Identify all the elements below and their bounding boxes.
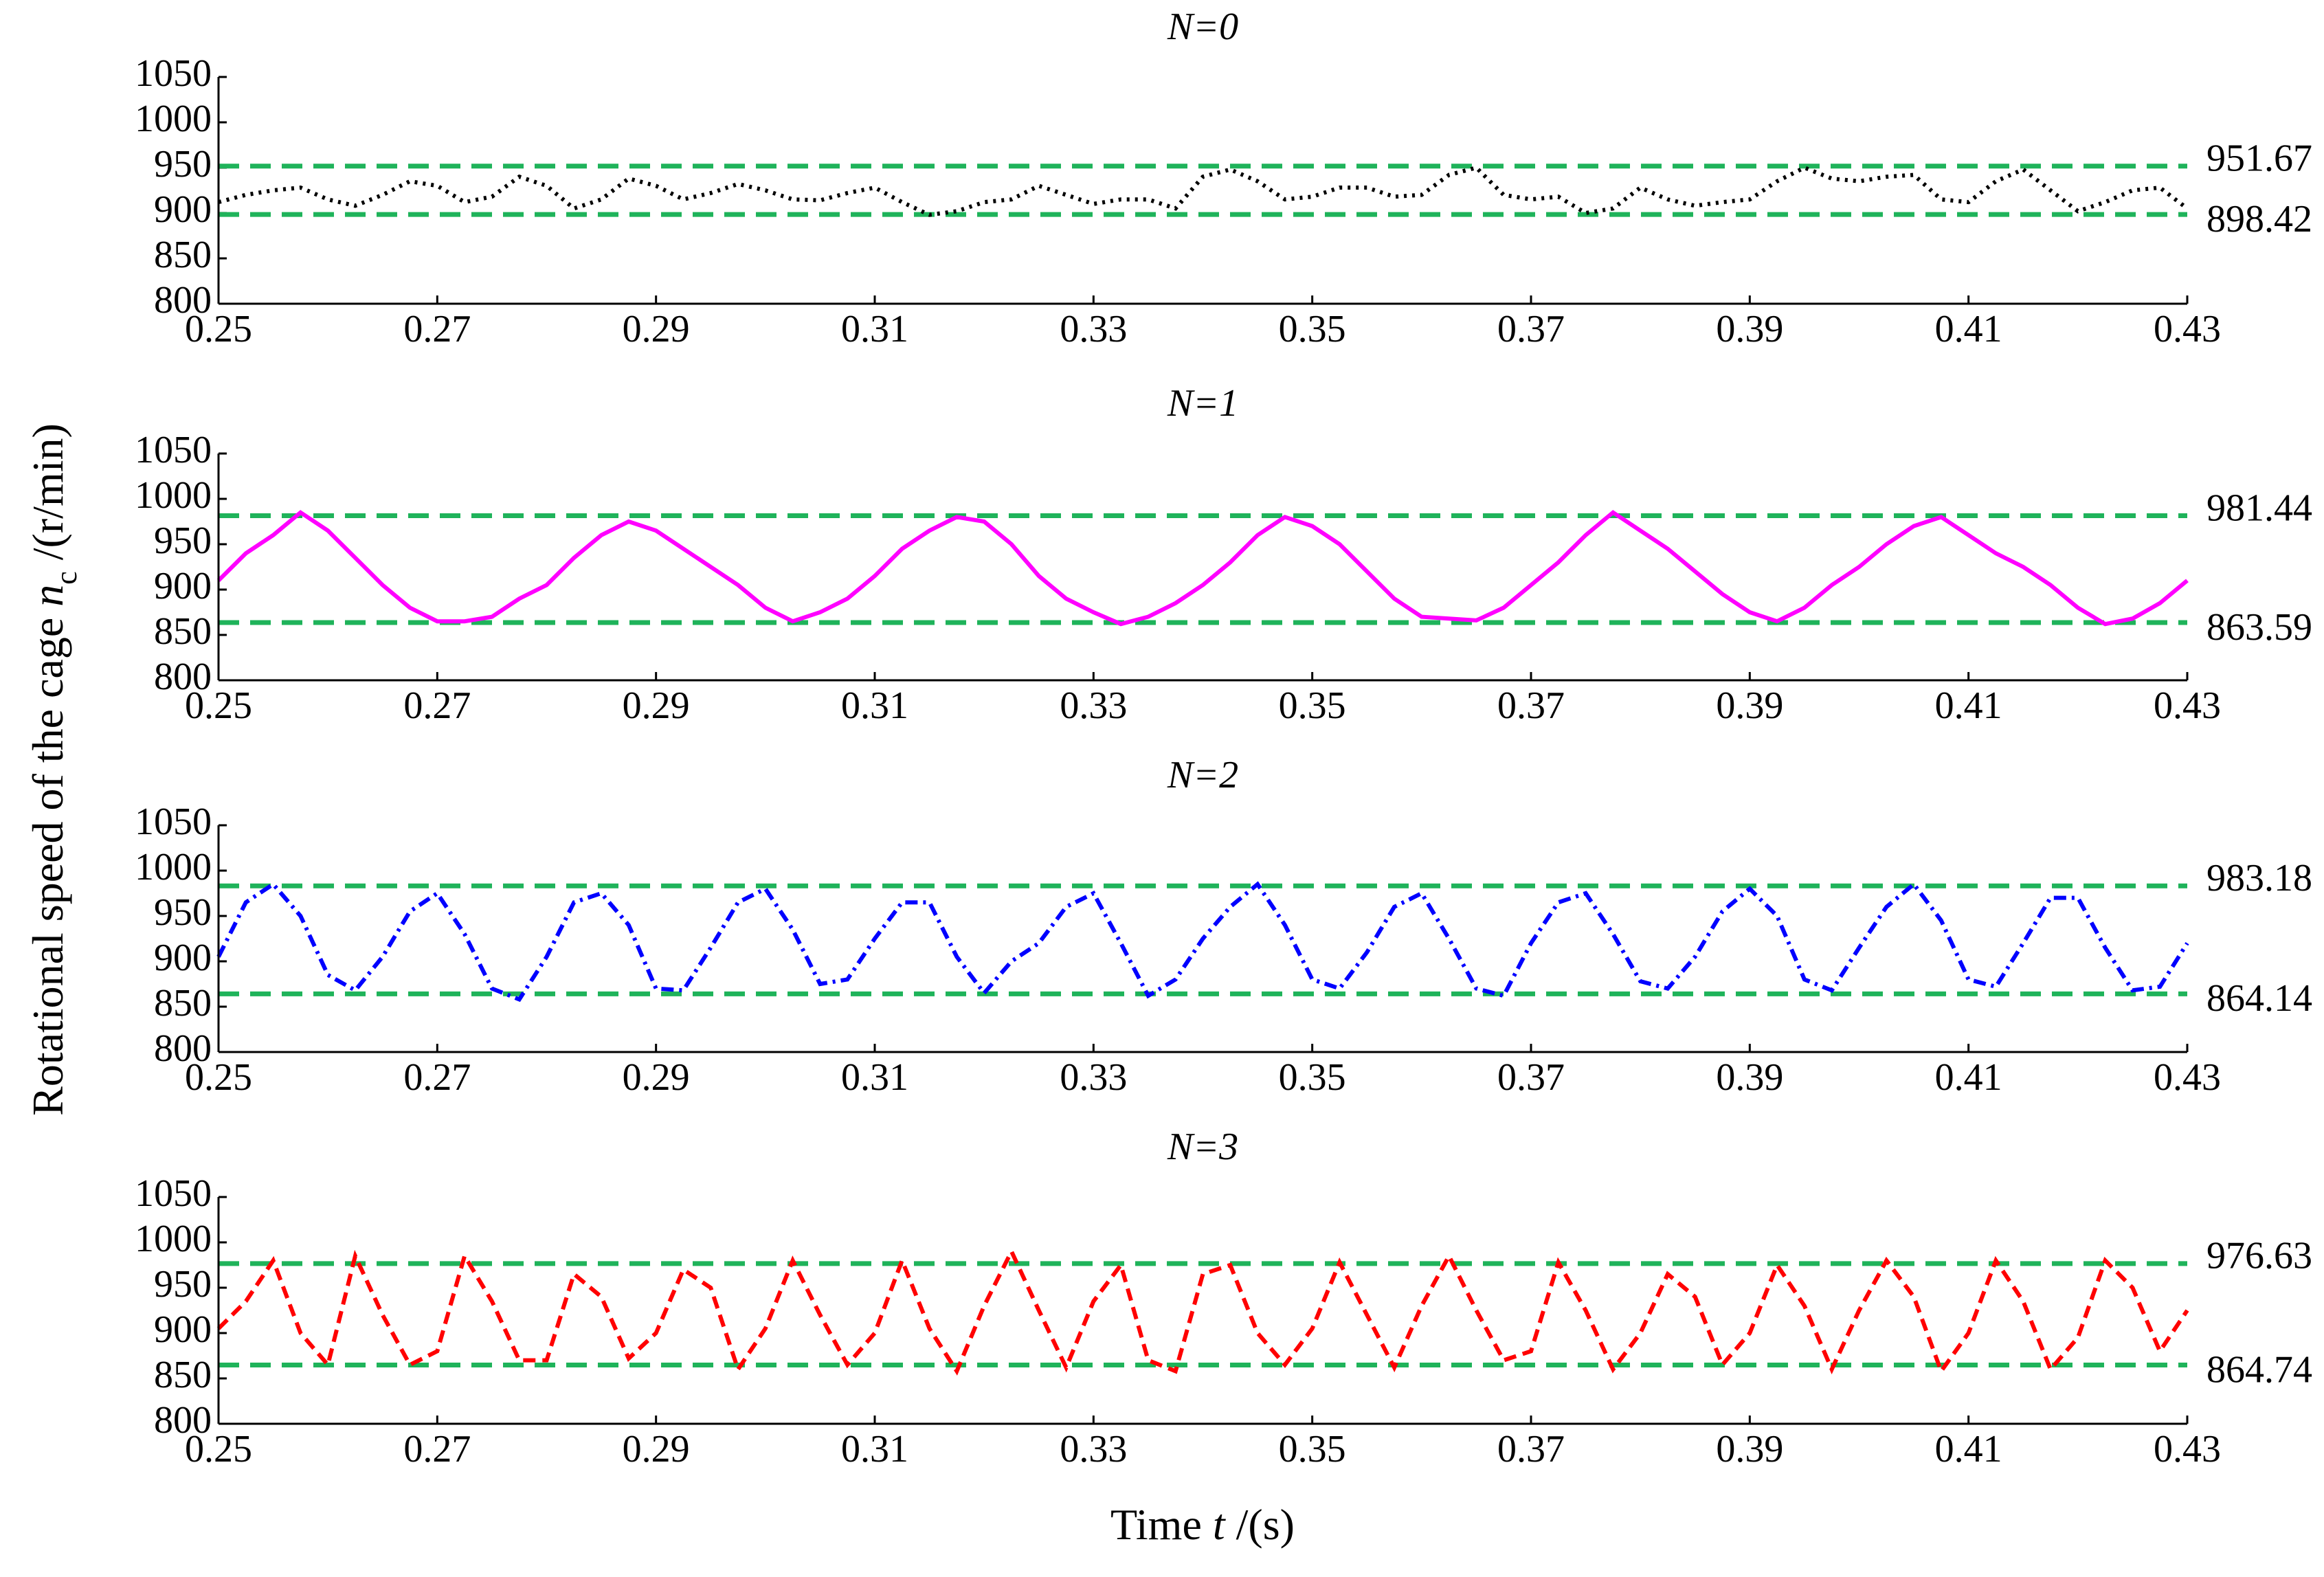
subplot-title: N=1 xyxy=(1167,382,1238,425)
x-tick-label: 0.43 xyxy=(2154,1056,2221,1099)
x-tick-label: 0.33 xyxy=(1060,308,1127,350)
x-tick-label: 0.27 xyxy=(403,1056,471,1099)
y-label-symbol: n xyxy=(23,585,72,607)
y-tick-label: 900 xyxy=(154,565,212,607)
x-tick-label: 0.25 xyxy=(185,684,252,727)
x-axis-label: Time t /(s) xyxy=(1110,1500,1295,1549)
reference-label: 898.42 xyxy=(2206,198,2312,241)
y-tick-label: 1050 xyxy=(135,429,212,471)
x-tick-label: 0.31 xyxy=(841,684,908,727)
subplot-title: N=3 xyxy=(1167,1126,1238,1168)
x-tick-label: 0.39 xyxy=(1716,308,1783,350)
y-label-subscript: c xyxy=(49,571,83,585)
x-tick-label: 0.27 xyxy=(403,308,471,350)
reference-label: 864.74 xyxy=(2206,1348,2312,1391)
x-tick-label: 0.39 xyxy=(1716,684,1783,727)
x-tick-label: 0.35 xyxy=(1279,1056,1346,1099)
x-tick-label: 0.31 xyxy=(841,1428,908,1470)
y-tick-label: 1000 xyxy=(135,98,212,140)
x-tick-label: 0.39 xyxy=(1716,1428,1783,1470)
y-tick-label: 850 xyxy=(154,982,212,1025)
y-tick-label: 1050 xyxy=(135,52,212,95)
x-label-symbol: t xyxy=(1213,1500,1227,1549)
y-label-text: Rotational speed of the cage xyxy=(23,607,72,1116)
y-tick-label: 950 xyxy=(154,891,212,934)
reference-label: 976.63 xyxy=(2206,1235,2312,1277)
x-tick-label: 0.27 xyxy=(403,1428,471,1470)
y-tick-label: 800 xyxy=(154,656,212,698)
x-tick-label: 0.37 xyxy=(1497,1428,1565,1470)
x-tick-label: 0.37 xyxy=(1497,308,1565,350)
x-label-text: Time xyxy=(1110,1500,1213,1549)
y-axis-label: Rotational speed of the cage nc /(r/min) xyxy=(23,423,83,1116)
y-tick-label: 900 xyxy=(154,937,212,979)
data-line xyxy=(218,165,2189,217)
x-tick-label: 0.35 xyxy=(1279,1428,1346,1470)
data-line xyxy=(216,881,2189,1003)
x-tick-label: 0.37 xyxy=(1497,684,1565,727)
y-tick-label: 950 xyxy=(154,1263,212,1306)
y-tick-label: 1000 xyxy=(135,846,212,888)
x-tick-label: 0.43 xyxy=(2154,308,2221,350)
x-tick-label: 0.27 xyxy=(403,684,471,727)
x-tick-label: 0.29 xyxy=(623,684,690,727)
x-tick-label: 0.25 xyxy=(185,1056,252,1099)
y-tick-label: 900 xyxy=(154,1308,212,1351)
x-tick-label: 0.25 xyxy=(185,308,252,350)
x-tick-label: 0.37 xyxy=(1497,1056,1565,1099)
x-tick-label: 0.29 xyxy=(623,1428,690,1470)
x-tick-label: 0.33 xyxy=(1060,1056,1127,1099)
x-tick-label: 0.41 xyxy=(1935,308,2002,350)
subplot-title: N=2 xyxy=(1167,754,1238,796)
reference-label: 863.59 xyxy=(2206,606,2312,649)
x-tick-label: 0.43 xyxy=(2154,1428,2221,1470)
x-tick-label: 0.25 xyxy=(185,1428,252,1470)
x-tick-label: 0.35 xyxy=(1279,308,1346,350)
reference-label: 951.67 xyxy=(2206,137,2312,180)
data-line xyxy=(216,510,2189,627)
x-tick-label: 0.43 xyxy=(2154,684,2221,727)
x-tick-label: 0.31 xyxy=(841,308,908,350)
reference-label: 981.44 xyxy=(2206,486,2312,529)
x-tick-label: 0.33 xyxy=(1060,684,1127,727)
y-tick-label: 850 xyxy=(154,234,212,276)
reference-label: 864.14 xyxy=(2206,977,2312,1020)
y-tick-label: 950 xyxy=(154,519,212,562)
x-tick-label: 0.33 xyxy=(1060,1428,1127,1470)
x-tick-label: 0.41 xyxy=(1935,684,2002,727)
y-tick-label: 1000 xyxy=(135,1218,212,1260)
x-tick-label: 0.41 xyxy=(1935,1056,2002,1099)
y-tick-label: 800 xyxy=(154,1399,212,1442)
x-tick-label: 0.31 xyxy=(841,1056,908,1099)
y-tick-label: 800 xyxy=(154,279,212,322)
y-label-unit: /(r/min) xyxy=(23,423,72,571)
x-tick-label: 0.39 xyxy=(1716,1056,1783,1099)
y-tick-label: 1000 xyxy=(135,474,212,517)
x-tick-label: 0.29 xyxy=(623,1056,690,1099)
y-tick-label: 900 xyxy=(154,188,212,231)
subplot-title: N=0 xyxy=(1167,5,1238,48)
reference-label: 983.18 xyxy=(2206,857,2312,899)
y-tick-label: 850 xyxy=(154,1354,212,1396)
y-tick-label: 950 xyxy=(154,143,212,186)
x-tick-label: 0.41 xyxy=(1935,1428,2002,1470)
y-tick-label: 800 xyxy=(154,1027,212,1070)
data-line xyxy=(216,1246,2189,1376)
y-tick-label: 850 xyxy=(154,610,212,653)
x-tick-label: 0.29 xyxy=(623,308,690,350)
x-label-unit: /(s) xyxy=(1225,1500,1295,1549)
y-tick-label: 1050 xyxy=(135,801,212,843)
y-tick-label: 1050 xyxy=(135,1172,212,1215)
x-tick-label: 0.35 xyxy=(1279,684,1346,727)
